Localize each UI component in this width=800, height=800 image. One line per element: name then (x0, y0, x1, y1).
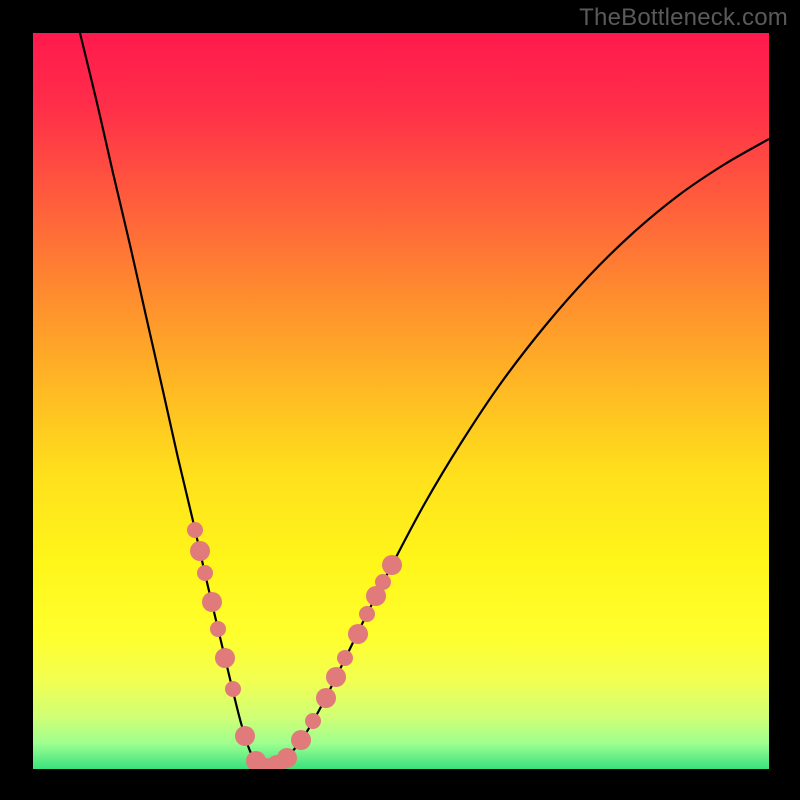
marker-point (235, 726, 255, 746)
marker-group (187, 522, 402, 769)
marker-point (277, 748, 297, 768)
marker-point (375, 574, 391, 590)
marker-point (202, 592, 222, 612)
marker-point (359, 606, 375, 622)
marker-point (382, 555, 402, 575)
marker-point (197, 565, 213, 581)
marker-point (337, 650, 353, 666)
marker-point (190, 541, 210, 561)
chart-root: TheBottleneck.com (0, 0, 800, 800)
marker-point (210, 621, 226, 637)
marker-point (225, 681, 241, 697)
marker-point (316, 688, 336, 708)
marker-point (305, 713, 321, 729)
marker-point (348, 624, 368, 644)
marker-point (326, 667, 346, 687)
curve-overlay (33, 33, 769, 769)
marker-point (291, 730, 311, 750)
bottleneck-curve-left (80, 33, 266, 768)
marker-point (187, 522, 203, 538)
marker-point (215, 648, 235, 668)
watermark-text: TheBottleneck.com (579, 4, 788, 32)
plot-area (33, 33, 769, 769)
